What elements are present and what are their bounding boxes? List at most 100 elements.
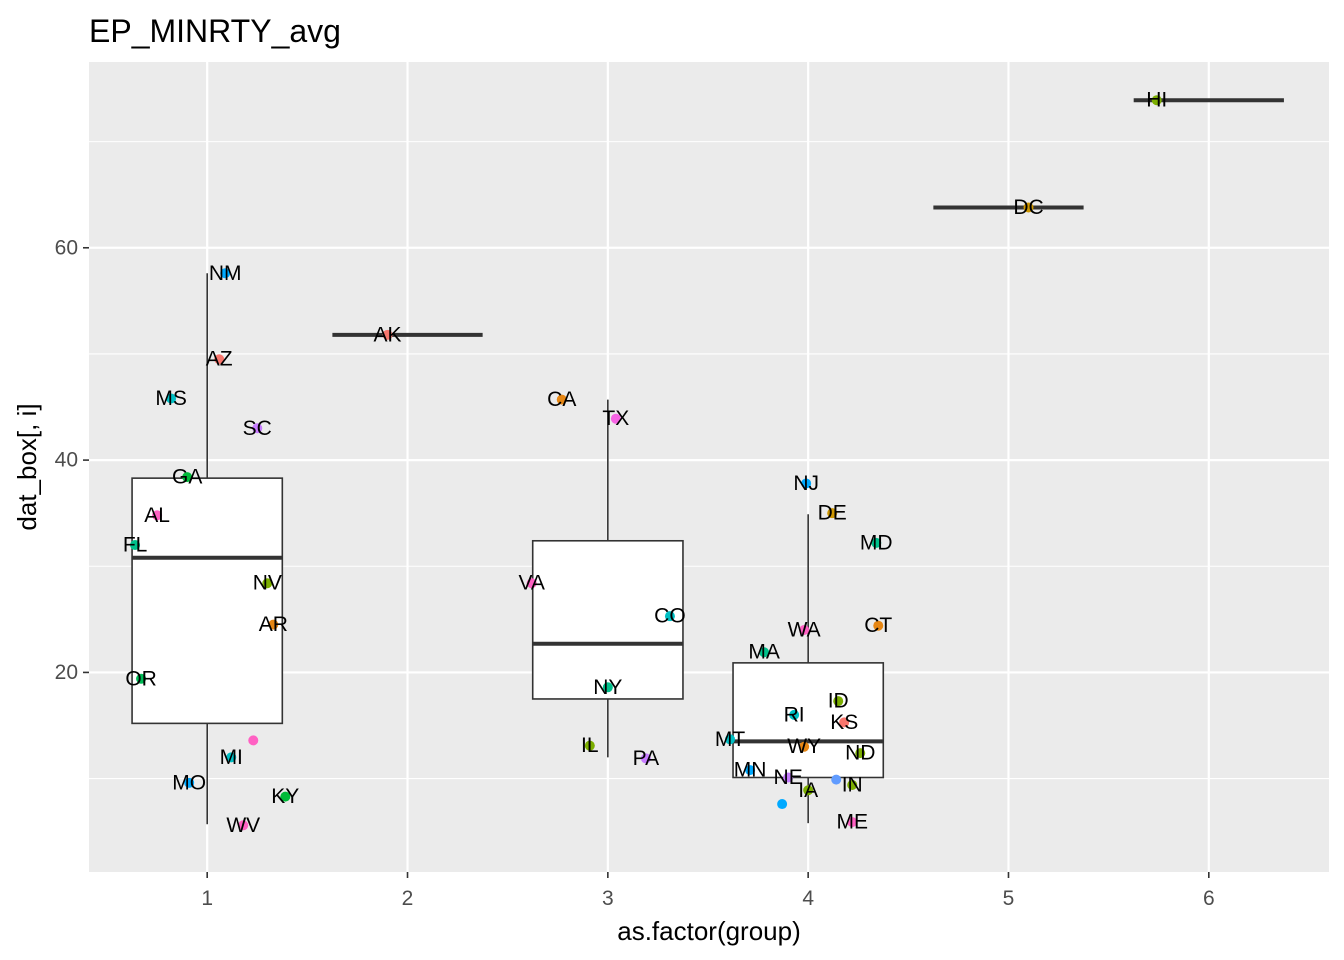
- point-label: VA: [518, 572, 544, 595]
- data-point: [799, 624, 810, 635]
- point-label: RI: [784, 703, 805, 726]
- point-label: AL: [144, 504, 170, 527]
- data-point: [220, 268, 231, 279]
- x-tick-label: 1: [201, 887, 213, 910]
- point-label: ND: [845, 742, 875, 765]
- data-point: [777, 799, 788, 810]
- y-tick-label: 20: [55, 661, 78, 684]
- box-iqr: [531, 539, 684, 700]
- data-point: [214, 354, 225, 365]
- point-label: NE: [774, 766, 803, 789]
- point-label: HI: [1146, 89, 1167, 112]
- point-label: NV: [253, 572, 282, 595]
- point-label: MA: [748, 641, 780, 664]
- point-label: ME: [836, 811, 868, 834]
- point-label: CT: [864, 614, 892, 637]
- data-points: [130, 95, 1162, 831]
- data-point: [783, 772, 794, 783]
- data-point: [268, 619, 279, 630]
- chart-title: EP_MINRTY_avg: [89, 13, 341, 49]
- point-label: MD: [860, 531, 893, 554]
- x-tick-label: 6: [1203, 887, 1215, 910]
- point-label: OR: [125, 667, 157, 690]
- point-label: CA: [547, 388, 576, 411]
- boxplots: [131, 98, 1284, 825]
- point-label: MI: [220, 746, 243, 769]
- x-axis-title: as.factor(group): [617, 916, 801, 946]
- boxplot-group-1: [131, 273, 284, 825]
- data-point: [602, 682, 613, 693]
- point-label: WV: [226, 814, 260, 837]
- data-point: [847, 817, 858, 828]
- data-point: [871, 537, 882, 548]
- data-point: [827, 508, 838, 519]
- point-label: TX: [602, 407, 629, 430]
- data-point: [526, 578, 537, 589]
- data-point: [556, 394, 567, 405]
- point-label: KS: [830, 711, 858, 734]
- x-axis: 1 2 3 4 5 6: [201, 872, 1215, 910]
- data-point: [166, 393, 177, 404]
- data-point: [847, 779, 858, 790]
- data-point: [184, 777, 195, 788]
- y-tick-label: 60: [55, 236, 78, 259]
- point-label: MN: [734, 759, 767, 782]
- data-point: [382, 329, 393, 340]
- point-label: AK: [373, 323, 401, 346]
- box-iqr: [732, 662, 885, 779]
- x-tick-label: 2: [402, 887, 414, 910]
- data-point: [833, 696, 844, 707]
- data-point: [801, 478, 812, 489]
- point-label: WY: [787, 735, 821, 758]
- boxplot-group-3: [531, 399, 684, 758]
- data-point: [238, 820, 249, 831]
- point-label: PA: [633, 747, 659, 770]
- data-point: [873, 620, 884, 631]
- boxplot-group-4: [732, 514, 885, 824]
- data-point: [226, 752, 237, 763]
- data-point: [610, 413, 621, 424]
- point-label: AZ: [206, 348, 233, 371]
- data-point: [182, 472, 193, 483]
- data-point: [152, 510, 163, 521]
- gridlines-minor: [89, 141, 1329, 780]
- point-label: SC: [243, 417, 272, 440]
- point-label: FL: [123, 534, 148, 557]
- data-point: [789, 709, 800, 720]
- data-point: [745, 765, 756, 776]
- plot-panel: [89, 62, 1329, 872]
- point-label: MT: [715, 728, 745, 751]
- data-point: [664, 611, 675, 622]
- data-point: [831, 774, 842, 785]
- data-point: [136, 673, 147, 684]
- data-point: [803, 785, 814, 796]
- data-point: [725, 734, 736, 745]
- point-label: DC: [1013, 196, 1043, 219]
- point-label: GA: [172, 466, 202, 489]
- x-tick-label: 3: [602, 887, 614, 910]
- data-point: [280, 791, 291, 802]
- y-axis: 20 40 60: [55, 236, 89, 684]
- y-axis-title: dat_box[, i]: [12, 403, 42, 530]
- data-point: [640, 753, 651, 764]
- point-label: CO: [654, 605, 686, 628]
- point-label: ID: [828, 690, 849, 713]
- point-label: WA: [788, 618, 821, 641]
- data-point: [262, 578, 273, 589]
- point-label: NJ: [793, 472, 819, 495]
- point-label: AR: [259, 613, 288, 636]
- point-label: NM: [209, 262, 242, 285]
- data-point: [839, 717, 850, 728]
- data-point: [759, 647, 770, 658]
- point-label: KY: [271, 785, 299, 808]
- point-label: IN: [842, 773, 863, 796]
- y-tick-label: 40: [55, 449, 78, 472]
- point-label: DE: [818, 502, 847, 525]
- point-label: IL: [581, 734, 599, 757]
- x-tick-label: 5: [1003, 887, 1015, 910]
- point-label: MO: [172, 771, 206, 794]
- data-point: [855, 748, 866, 759]
- data-point: [1151, 95, 1162, 106]
